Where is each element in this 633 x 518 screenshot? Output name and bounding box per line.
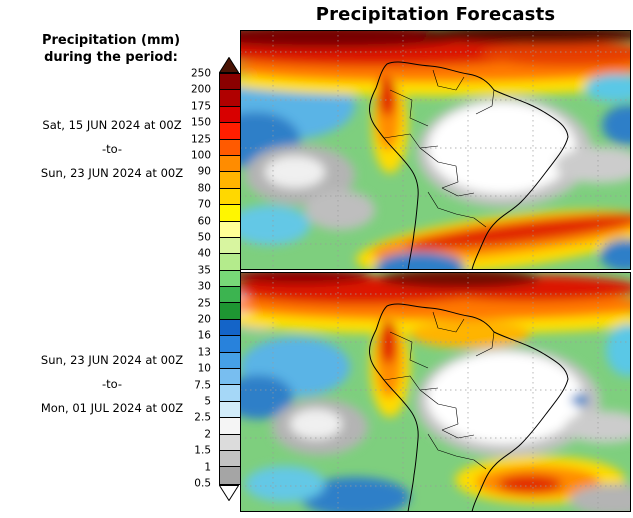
forecast-map-week2-canvas (240, 272, 631, 512)
graticule (240, 30, 631, 270)
colorbar-segment-90-100 (220, 155, 240, 173)
period-1-end: Sun, 23 JUN 2024 at 00Z (40, 166, 184, 180)
forecast-map-week2 (240, 272, 631, 512)
colorbar-label-40: 40 (197, 247, 211, 260)
country-borders (383, 69, 495, 228)
colorbar-segment-60-70 (220, 205, 240, 222)
colorbar-segments (219, 73, 241, 485)
colorbar-label-1.5: 1.5 (194, 444, 211, 457)
colorbar-segment-150-175 (220, 106, 240, 124)
colorbar-label-2: 2 (204, 428, 211, 441)
map-frame (240, 30, 631, 270)
colorbar-segment-20-25 (220, 303, 240, 320)
colorbar-segment-1-1.5 (220, 450, 240, 468)
colorbar-title-line2: during the period: (44, 50, 178, 65)
colorbar-labels: 250 200 175 150 125 100 90 80 70 60 50 40 35 30 25 20 16… (169, 57, 215, 501)
colorbar-label-0.5: 0.5 (194, 477, 211, 490)
colorbar-segment-175-200 (220, 90, 240, 107)
colorbar-segment-5-7.5 (220, 385, 240, 402)
colorbar-label-35: 35 (197, 264, 211, 277)
colorbar-segment-200-250 (220, 74, 240, 91)
colorbar-segment-2-2.5 (220, 418, 240, 435)
colorbar-segment-70-80 (220, 188, 240, 206)
colorbar-segment-7.5-10 (220, 369, 240, 386)
period-2-start: Sun, 23 JUN 2024 at 00Z (40, 353, 184, 367)
colorbar: 250 200 175 150 125 100 90 80 70 60 50 40 35 30 25 20 16… (191, 57, 241, 501)
colorbar-segment-50-60 (220, 221, 240, 238)
colorbar-label-30: 30 (197, 280, 211, 293)
colorbar-label-13: 13 (197, 346, 211, 359)
period-2-label: Sun, 23 JUN 2024 at 00Z -to- Mon, 01 JUL… (0, 353, 224, 425)
colorbar-segment-80-90 (220, 172, 240, 189)
period-1-start: Sat, 15 JUN 2024 at 00Z (42, 118, 182, 132)
colorbar-label-5: 5 (204, 395, 211, 408)
colorbar-label-150: 150 (190, 116, 211, 129)
colorbar-segment-25-30 (220, 287, 240, 304)
colorbar-label-100: 100 (190, 149, 211, 162)
forecast-map-week1 (240, 30, 631, 270)
colorbar-label-20: 20 (197, 313, 211, 326)
colorbar-segment-40-50 (220, 237, 240, 255)
colorbar-label-60: 60 (197, 215, 211, 228)
colorbar-segment-2.5-5 (220, 401, 240, 419)
period-1-label: Sat, 15 JUN 2024 at 00Z -to- Sun, 23 JUN… (0, 118, 224, 190)
period-1-separator: -to- (101, 142, 123, 156)
colorbar-label-2.5: 2.5 (194, 411, 211, 424)
colorbar-segment-30-35 (220, 270, 240, 288)
colorbar-segment-16-20 (220, 319, 240, 337)
country-borders (383, 311, 495, 470)
colorbar-label-7.5: 7.5 (194, 379, 211, 392)
colorbar-label-10: 10 (197, 362, 211, 375)
colorbar-label-250: 250 (190, 67, 211, 80)
colorbar-title-line1: Precipitation (mm) (41, 33, 181, 48)
colorbar-down-arrow (219, 484, 239, 501)
colorbar-up-arrow (219, 57, 239, 73)
page-title: Precipitation Forecasts (315, 4, 556, 25)
colorbar-label-80: 80 (197, 182, 211, 195)
colorbar-label-50: 50 (197, 231, 211, 244)
colorbar-label-25: 25 (197, 297, 211, 310)
colorbar-segment-13-16 (220, 336, 240, 353)
graticule (240, 272, 631, 512)
colorbar-segment-125-150 (220, 123, 240, 140)
colorbar-segment-35-40 (220, 254, 240, 271)
colorbar-segment-1.5-2 (220, 434, 240, 451)
coastline (369, 61, 569, 270)
colorbar-label-175: 175 (190, 100, 211, 113)
period-2-separator: -to- (101, 377, 123, 391)
precip-shading (240, 30, 631, 270)
colorbar-label-1: 1 (204, 461, 211, 474)
forecast-map-week1-canvas (240, 30, 631, 270)
colorbar-segment-100-125 (220, 139, 240, 156)
map-frame (240, 272, 631, 512)
colorbar-label-70: 70 (197, 198, 211, 211)
period-2-end: Mon, 01 JUL 2024 at 00Z (40, 401, 184, 415)
coastline (369, 303, 569, 512)
colorbar-label-125: 125 (190, 133, 211, 146)
colorbar-label-90: 90 (197, 165, 211, 178)
colorbar-title: Precipitation (mm) during the period: (0, 32, 222, 66)
colorbar-label-200: 200 (190, 83, 211, 96)
colorbar-label-16: 16 (197, 329, 211, 342)
colorbar-segment-0.5-1 (220, 467, 240, 484)
colorbar-segment-10-13 (220, 352, 240, 370)
